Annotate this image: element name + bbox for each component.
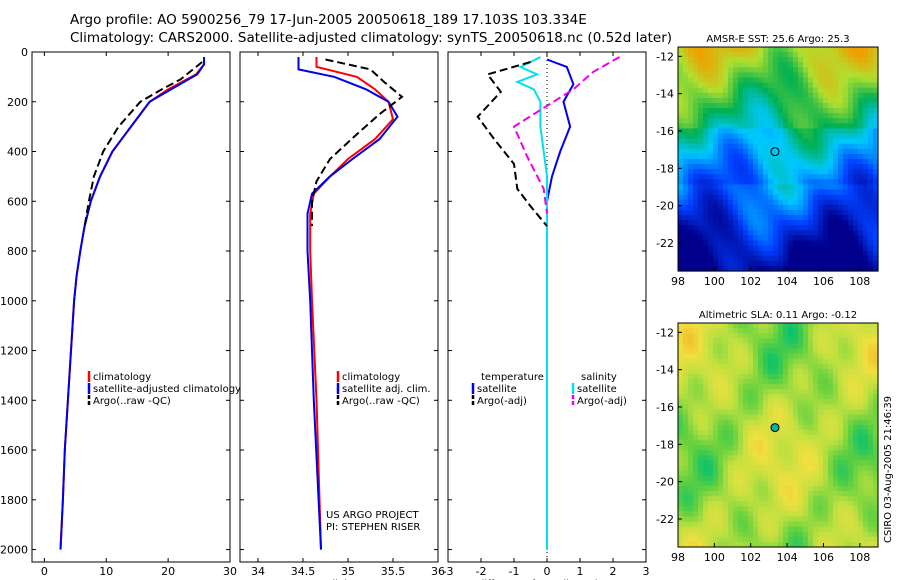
- pi-annotation: PI: STEPHEN RISER: [326, 522, 420, 533]
- depth-tick-label: 1200: [0, 345, 28, 358]
- series-line-temperature-satellite: [546, 58, 575, 550]
- depth-tick-label: 200: [7, 96, 28, 109]
- salinity-profile-xtick-label: 35.5: [381, 565, 406, 578]
- depth-tick-label: 1000: [0, 295, 28, 308]
- sst-map-ytick-label: -22: [656, 237, 674, 250]
- sla-map-field: [678, 323, 879, 548]
- sla-map-xtick-label: 102: [740, 551, 761, 564]
- salinity-profile-xtick-label: 34: [251, 565, 265, 578]
- series-line-argo-raw-qc-: [311, 58, 404, 227]
- project-annotation: US ARGO PROJECT: [326, 510, 420, 521]
- depth-tick-label: 2000: [0, 544, 28, 557]
- series-line-salinity-argo-adj-: [512, 56, 621, 214]
- sla-map-title: Altimetric SLA: 0.11 Argo: -0.12: [699, 310, 857, 321]
- salinity-profile-xtick-label: 36: [431, 565, 445, 578]
- figure-title-line2: Climatology: CARS2000. Satellite-adjuste…: [70, 30, 673, 46]
- salinity-legend-label: Argo(..raw -QC): [342, 396, 420, 407]
- diff-legend-sal-label: Argo(-adj): [577, 396, 627, 407]
- difference-profile-xtick-label: 0: [544, 565, 551, 578]
- temperature-legend-label: Argo(..raw -QC): [93, 396, 171, 407]
- salinity-profile-axes-box: [239, 51, 439, 563]
- difference-profile-xtick-label: 1: [577, 565, 584, 578]
- sst-map-xtick-label: 102: [740, 275, 761, 288]
- temperature-profile-xtick-label: 30: [223, 565, 237, 578]
- series-line-temperature-argo-adj-: [476, 61, 548, 227]
- diff-legend-temp-header: temperature: [481, 372, 544, 383]
- temperature-profile-xtick-label: 20: [161, 565, 175, 578]
- sla-map-xtick-label: 100: [704, 551, 725, 564]
- diff-legend-sal-header: salinity: [581, 372, 617, 383]
- sst-map-xtick-label: 108: [849, 275, 870, 288]
- sst-map-ytick-label: -14: [656, 88, 674, 101]
- argo-position-marker: [770, 147, 780, 157]
- sst-map-xtick-label: 106: [813, 275, 834, 288]
- sst-map-ytick-label: -12: [656, 50, 674, 63]
- sst-map-field: [678, 47, 879, 272]
- difference-profile-xtick-label: -2: [476, 565, 487, 578]
- diff-legend-sal-label: satellite: [577, 384, 617, 395]
- temperature-profile-xtick-label: 0: [41, 565, 48, 578]
- depth-tick-label: 0: [21, 46, 28, 59]
- sla-map-xtick-label: 98: [671, 551, 685, 564]
- series-line-climatology: [309, 57, 395, 550]
- sla-map-ytick-label: -14: [656, 364, 674, 377]
- salinity-profile-xtick-label: 35: [341, 565, 355, 578]
- sla-map-ytick-label: -12: [656, 326, 674, 339]
- depth-tick-label: 800: [7, 245, 28, 258]
- series-line-satellite-adj-clim-: [297, 57, 399, 550]
- sla-map-ytick-label: -18: [656, 438, 674, 451]
- diff-legend-temp-label: Argo(-adj): [477, 396, 527, 407]
- diff-legend-temp-label: satellite: [477, 384, 517, 395]
- difference-profile-xtick-label: -1: [509, 565, 520, 578]
- timestamp-stamp: CSIRO 03-Aug-2005 21:46:39: [883, 395, 894, 543]
- sst-map-xtick-label: 100: [704, 275, 725, 288]
- sst-map-frame: [677, 46, 879, 272]
- sst-map-ytick-label: -16: [656, 125, 674, 138]
- sst-map-xtick-label: 98: [671, 275, 685, 288]
- sla-map-ytick-label: -20: [656, 476, 674, 489]
- depth-tick-label: 1800: [0, 494, 28, 507]
- argo-position-marker: [770, 423, 780, 433]
- figure-title-line1: Argo profile: AO 5900256_79 17-Jun-2005 …: [70, 12, 587, 28]
- sla-map-ytick-label: -16: [656, 401, 674, 414]
- sla-map-frame: [677, 322, 879, 548]
- depth-tick-label: 1600: [0, 444, 28, 457]
- sst-map-title: AMSR-E SST: 25.6 Argo: 25.3: [706, 34, 849, 45]
- difference-profile-xtick-label: -3: [443, 565, 454, 578]
- depth-tick-label: 1400: [0, 394, 28, 407]
- depth-tick-label: 600: [7, 195, 28, 208]
- sla-map-ytick-label: -22: [656, 513, 674, 526]
- temperature-profile-axes-box: [31, 51, 231, 563]
- salinity-profile-xtick-label: 34.5: [291, 565, 316, 578]
- sla-map-xtick-label: 106: [813, 551, 834, 564]
- series-line-salinity-satellite: [514, 56, 548, 550]
- difference-profile-xtick-label: 3: [643, 565, 650, 578]
- series-line-satellite-adjusted-climatology: [59, 57, 205, 550]
- series-line-argo-raw-qc-: [83, 61, 203, 227]
- depth-tick-label: 400: [7, 146, 28, 159]
- sst-map-ytick-label: -20: [656, 200, 674, 213]
- sla-map-xtick-label: 108: [849, 551, 870, 564]
- sla-map-xtick-label: 104: [777, 551, 798, 564]
- temperature-legend-label: climatology: [93, 372, 151, 383]
- sst-map-xtick-label: 104: [777, 275, 798, 288]
- temperature-profile-xtick-label: 10: [99, 565, 113, 578]
- salinity-legend-label: climatology: [342, 372, 400, 383]
- temperature-legend-label: satellite-adjusted climatology: [93, 384, 241, 395]
- sst-map-ytick-label: -18: [656, 162, 674, 175]
- salinity-legend-label: satellite adj. clim.: [342, 384, 431, 395]
- difference-profile-xtick-label: 2: [610, 565, 617, 578]
